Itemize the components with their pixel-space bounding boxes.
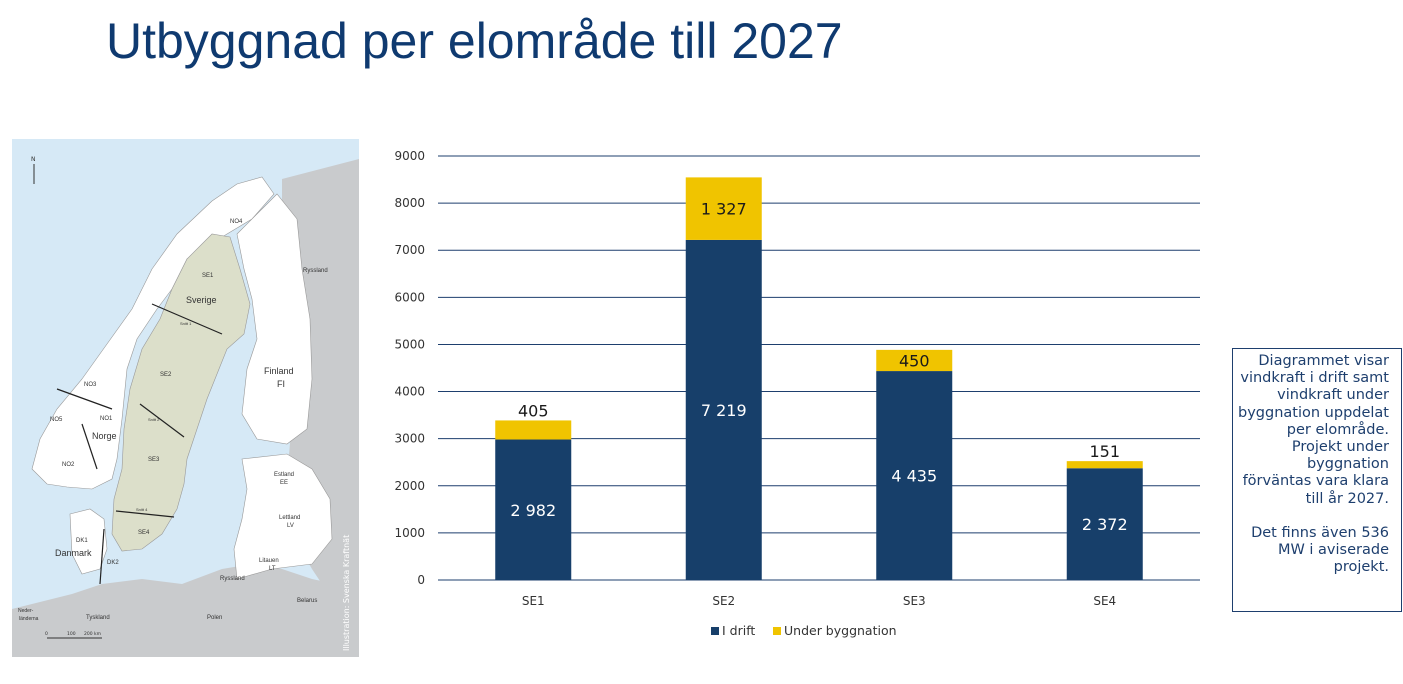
region-label: NO3 xyxy=(84,382,97,388)
map-norway xyxy=(31,176,275,490)
info-box: Diagrammet visar vindkraft i drift samt … xyxy=(1232,348,1402,612)
x-tick-label: SE3 xyxy=(903,594,926,608)
data-label: 151 xyxy=(1089,442,1120,461)
region-label: Snitt 2 xyxy=(148,417,160,422)
map-finland xyxy=(236,193,313,445)
country-label: LT xyxy=(269,566,276,572)
x-tick-label: SE4 xyxy=(1093,594,1116,608)
scale-label: 0 xyxy=(45,631,48,637)
page-title: Utbyggnad per elområde till 2027 xyxy=(106,13,843,69)
y-tick-label: 1000 xyxy=(394,526,425,540)
country-label: Neder- xyxy=(18,608,34,614)
map-sweden xyxy=(111,233,251,552)
country-label: Litauen xyxy=(259,558,279,564)
region-label: SE3 xyxy=(148,457,160,463)
y-tick-label: 3000 xyxy=(394,432,425,446)
data-label: 7 219 xyxy=(701,401,747,420)
snitt-line-2 xyxy=(139,403,185,438)
snitt-line-1 xyxy=(151,303,223,335)
zone-border-dk xyxy=(99,528,105,585)
region-label: NO1 xyxy=(100,416,113,422)
country-label: Finland xyxy=(264,366,294,376)
region-label: NO5 xyxy=(50,417,63,423)
country-label: Lettland xyxy=(279,515,300,521)
x-tick-label: SE2 xyxy=(712,594,735,608)
region-label: DK1 xyxy=(76,538,88,544)
country-label: Belarus xyxy=(297,598,317,604)
bar-segment xyxy=(876,349,953,372)
bar-segment xyxy=(685,177,762,240)
y-tick-label: 8000 xyxy=(394,196,425,210)
region-label: SE4 xyxy=(138,530,150,536)
region-label: NO4 xyxy=(230,219,243,225)
bar-segment xyxy=(685,239,762,580)
country-label: EE xyxy=(280,480,288,486)
bidding-zone-map: N 0 100 200 km NO4 SE1 Sverige Snitt 1 S… xyxy=(12,139,359,657)
y-tick-label: 6000 xyxy=(394,290,425,304)
region-label: Sverige xyxy=(186,295,217,305)
stacked-bar-chart: 0 1000 2000 3000 4000 5000 6000 7000 8000 9000 2 9… xyxy=(394,149,1200,638)
region-label: Snitt 4 xyxy=(136,507,148,512)
zone-border-no xyxy=(56,388,113,410)
scale-label: 100 xyxy=(67,631,76,637)
region-label: SE1 xyxy=(202,273,214,279)
country-label: Estland xyxy=(274,472,294,478)
country-label: Ryssland xyxy=(303,268,328,274)
country-label: länderna xyxy=(19,616,39,622)
zone-border-no2 xyxy=(81,423,98,470)
info-paragraph: Diagrammet visar vindkraft i drift samt … xyxy=(1238,353,1389,507)
country-label: LV xyxy=(287,523,294,529)
region-label: DK2 xyxy=(107,560,119,566)
y-tick-label: 9000 xyxy=(394,149,425,163)
country-label: Tyskland xyxy=(86,615,110,621)
region-label: NO2 xyxy=(62,462,75,468)
legend-swatch xyxy=(773,627,781,635)
map-denmark xyxy=(69,508,108,575)
map-continent xyxy=(12,564,359,657)
region-label: Snitt 1 xyxy=(180,321,192,326)
y-tick-label: 5000 xyxy=(394,337,425,351)
data-label: 450 xyxy=(899,351,930,370)
bar-segment xyxy=(495,420,572,440)
region-label: SE2 xyxy=(160,372,172,378)
country-label: Polen xyxy=(207,615,222,621)
map-baltics xyxy=(233,453,333,580)
legend-swatch xyxy=(711,627,719,635)
data-label: 2 982 xyxy=(510,501,556,520)
country-label: FI xyxy=(277,379,285,389)
y-tick-label: 7000 xyxy=(394,243,425,257)
region-label: Norge xyxy=(92,431,117,441)
bar-segment xyxy=(876,371,953,580)
legend-label: Under byggnation xyxy=(784,623,897,638)
snitt-line-4 xyxy=(115,510,175,518)
y-tick-label: 0 xyxy=(417,573,425,587)
bar-segment xyxy=(1066,468,1143,580)
region-label: Danmark xyxy=(55,548,92,558)
x-tick-label: SE1 xyxy=(522,594,545,608)
compass-label: N xyxy=(31,156,36,163)
scale-label: 200 km xyxy=(84,631,101,637)
data-label: 4 435 xyxy=(891,467,937,486)
legend-label: I drift xyxy=(722,623,755,638)
info-paragraph: Det finns även 536 MW i aviserade projek… xyxy=(1251,524,1389,576)
data-label: 1 327 xyxy=(701,200,747,219)
y-tick-label: 4000 xyxy=(394,385,425,399)
country-label: Ryssland xyxy=(220,576,245,582)
map-credit: Illustration: Svenska Kraftnät xyxy=(342,535,351,651)
data-label: 2 372 xyxy=(1082,515,1128,534)
y-tick-label: 2000 xyxy=(394,479,425,493)
data-label: 405 xyxy=(518,401,549,420)
bar-segment xyxy=(495,439,572,580)
bar-segment xyxy=(1066,461,1143,469)
